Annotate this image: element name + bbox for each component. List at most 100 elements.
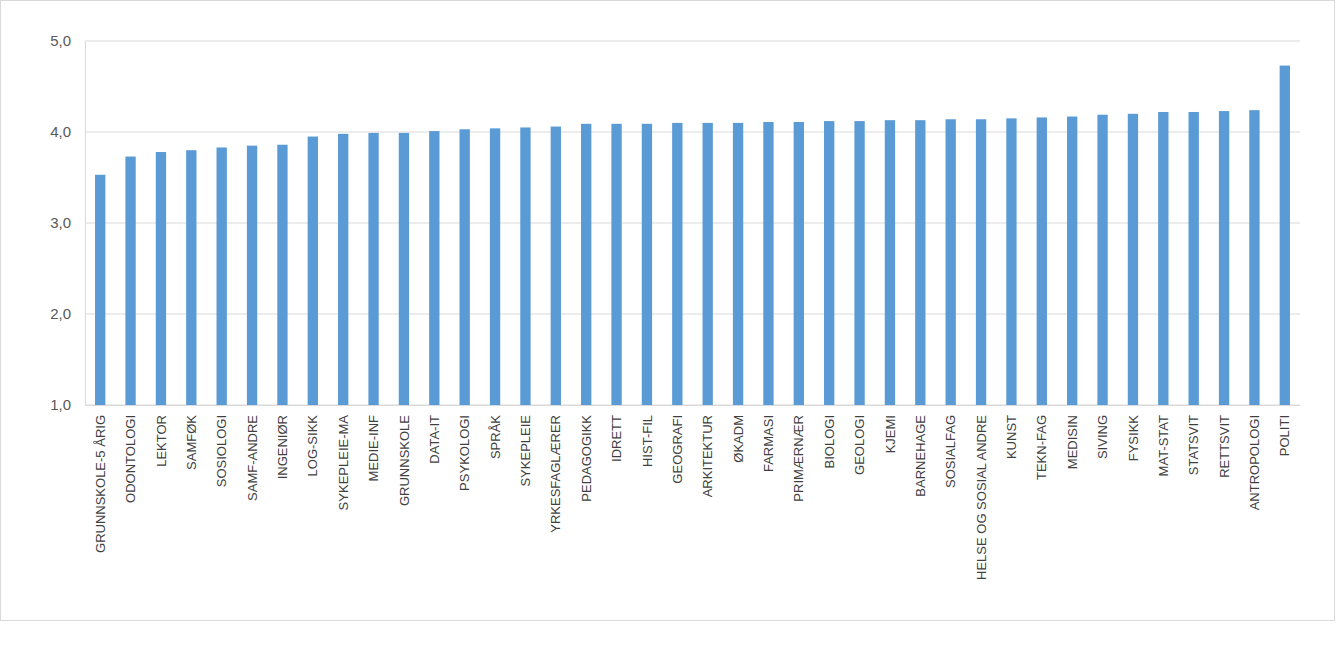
x-tick: SYKEPLEIE bbox=[518, 405, 533, 487]
y-tick-label: 5,0 bbox=[50, 32, 71, 49]
x-tick: FYSIKK bbox=[1125, 405, 1140, 461]
bar bbox=[1219, 111, 1229, 405]
bar bbox=[186, 150, 196, 405]
y-tick: 2,0 bbox=[50, 305, 85, 322]
y-tick-label: 3,0 bbox=[50, 214, 71, 231]
x-tick: SYKEPLEIE-MA bbox=[336, 405, 351, 510]
x-tick-label: SPRÅK bbox=[488, 415, 503, 459]
bar bbox=[217, 147, 227, 405]
bar bbox=[125, 157, 135, 405]
x-tick: POLITI bbox=[1277, 405, 1292, 456]
x-tick: TEKN-FAG bbox=[1034, 405, 1049, 480]
x-tick: ANTROPOLOGI bbox=[1247, 405, 1262, 510]
x-tick-label: ARKITEKTUR bbox=[700, 415, 715, 497]
x-tick: INGENIØR bbox=[275, 405, 290, 479]
bar bbox=[520, 127, 530, 405]
x-tick: IDRETT bbox=[609, 405, 624, 462]
x-tick: FARMASI bbox=[761, 405, 776, 472]
x-tick-label: BIOLOGI bbox=[822, 415, 837, 468]
x-tick-label: GRUNNSKOLE-5 ÅRIG bbox=[93, 415, 108, 553]
y-tick-label: 4,0 bbox=[50, 123, 71, 140]
bar bbox=[460, 129, 470, 405]
plot-area: 1,02,03,04,05,0GRUNNSKOLE-5 ÅRIGODONTOLO… bbox=[50, 32, 1300, 580]
x-tick: MEDIE-INF bbox=[366, 405, 381, 481]
x-tick: LOG-SIKK bbox=[305, 405, 320, 476]
x-tick: MEDISIN bbox=[1065, 405, 1080, 469]
bar bbox=[338, 134, 348, 405]
x-tick-label: SYKEPLEIE bbox=[518, 415, 533, 487]
x-tick: RETTSVIT bbox=[1217, 405, 1232, 478]
bar bbox=[429, 131, 439, 405]
x-tick: SAMF-ANDRE bbox=[245, 405, 260, 501]
x-tick: ØKADM bbox=[731, 405, 746, 463]
x-axis: GRUNNSKOLE-5 ÅRIG ODONTOLOGI LEKTOR SAMFØK S… bbox=[86, 405, 1301, 580]
x-tick: GEOLOGI bbox=[852, 405, 867, 475]
bar bbox=[490, 128, 500, 405]
bar bbox=[1067, 117, 1077, 405]
bar bbox=[308, 137, 318, 405]
x-tick: GRUNNSKOLE bbox=[396, 405, 411, 506]
x-tick-label: MAT-STAT bbox=[1156, 415, 1171, 476]
x-tick-label: FYSIKK bbox=[1125, 415, 1140, 462]
x-tick-label: KUNST bbox=[1004, 415, 1019, 459]
x-tick-label: PEDAGOGIKK bbox=[579, 415, 594, 502]
bar bbox=[733, 123, 743, 405]
x-tick-label: PRIMÆRNÆR bbox=[791, 415, 806, 502]
bar bbox=[915, 120, 925, 405]
x-tick-label: STATSVIT bbox=[1186, 415, 1201, 475]
x-tick-label: SAMFØK bbox=[184, 415, 199, 470]
y-axis-line bbox=[85, 42, 86, 406]
x-tick: DATA-IT bbox=[427, 405, 442, 464]
bar bbox=[1249, 110, 1259, 405]
bar bbox=[1097, 115, 1107, 405]
bar bbox=[1280, 66, 1290, 405]
x-tick: GEOGRAFI bbox=[670, 405, 685, 484]
x-tick: PRIMÆRNÆR bbox=[791, 405, 806, 502]
grid bbox=[85, 41, 1300, 405]
grid-line bbox=[85, 41, 1300, 42]
bar bbox=[1037, 117, 1047, 405]
grid-line bbox=[85, 405, 1300, 406]
bar bbox=[1158, 112, 1168, 405]
x-tick-label: HELSE OG SOSIAL ANDRE bbox=[974, 415, 989, 580]
x-tick: PEDAGOGIKK bbox=[579, 405, 594, 502]
x-tick-label: SOSIALFAG bbox=[943, 415, 958, 488]
chart: 1,02,03,04,05,0GRUNNSKOLE-5 ÅRIGODONTOLO… bbox=[0, 0, 1342, 645]
x-axis-line bbox=[86, 405, 1301, 406]
x-tick-label: ANTROPOLOGI bbox=[1247, 415, 1262, 510]
x-tick: SPRÅK bbox=[488, 405, 503, 459]
x-tick-label: GRUNNSKOLE bbox=[396, 415, 411, 506]
x-tick: ARKITEKTUR bbox=[700, 405, 715, 497]
x-tick-label: POLITI bbox=[1277, 415, 1292, 456]
x-tick-label: IDRETT bbox=[609, 415, 624, 462]
x-tick: YRKESFAGLÆRER bbox=[548, 405, 563, 533]
y-tick-label: 2,0 bbox=[50, 305, 71, 322]
bar bbox=[247, 146, 257, 405]
x-tick-label: GEOGRAFI bbox=[670, 415, 685, 484]
x-tick: KJEMI bbox=[882, 405, 897, 453]
x-tick-label: INGENIØR bbox=[275, 415, 290, 479]
x-tick-label: MEDISIN bbox=[1065, 415, 1080, 469]
x-tick: LEKTOR bbox=[153, 405, 168, 467]
x-tick-label: LOG-SIKK bbox=[305, 415, 320, 477]
bar bbox=[551, 127, 561, 405]
x-tick-label: SYKEPLEIE-MA bbox=[336, 415, 351, 511]
x-tick: ODONTOLOGI bbox=[123, 405, 138, 503]
bar bbox=[794, 122, 804, 405]
y-tick: 4,0 bbox=[50, 123, 85, 140]
x-tick-label: ØKADM bbox=[731, 415, 746, 463]
bar bbox=[1189, 112, 1199, 405]
x-tick: SIVING bbox=[1095, 405, 1110, 459]
x-tick-label: PSYKOLOGI bbox=[457, 415, 472, 491]
x-tick-label: TEKN-FAG bbox=[1034, 415, 1049, 480]
x-tick-label: DATA-IT bbox=[427, 415, 442, 464]
bar bbox=[156, 152, 166, 405]
bars bbox=[95, 66, 1290, 405]
bar bbox=[399, 133, 409, 405]
x-tick-label: SOSIOLOGI bbox=[214, 415, 229, 487]
x-tick-label: MEDIE-INF bbox=[366, 415, 381, 482]
x-tick: BIOLOGI bbox=[822, 405, 837, 468]
x-tick-label: ODONTOLOGI bbox=[123, 415, 138, 503]
x-tick: SOSIALFAG bbox=[943, 405, 958, 488]
x-tick: MAT-STAT bbox=[1156, 405, 1171, 476]
